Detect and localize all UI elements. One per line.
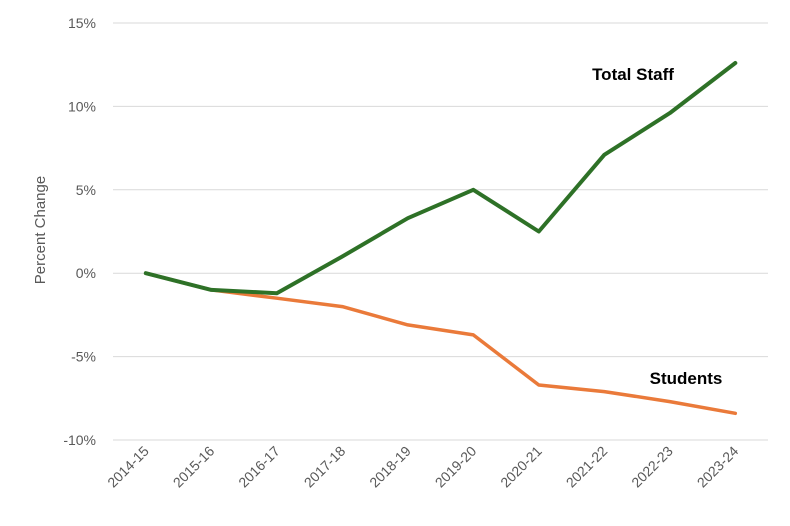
- y-tick-label: -5%: [71, 349, 96, 365]
- x-tick-label: 2022-23: [628, 443, 676, 491]
- x-axis-tick-labels: 2014-15 2015-16 2016-17 2017-18 2018-19 2019-…: [104, 443, 741, 491]
- x-tick-label: 2018-19: [366, 443, 414, 491]
- y-tick-label: 10%: [68, 98, 96, 114]
- y-axis-tick-labels: 15% 10% 5% 0% -5% -10%: [63, 15, 96, 448]
- x-tick-label: 2017-18: [301, 443, 349, 491]
- x-tick-label: 2019-20: [432, 443, 480, 491]
- series-lines: [143, 61, 738, 416]
- x-tick-label: 2020-21: [497, 443, 545, 491]
- x-tick-label: 2023-24: [694, 443, 742, 491]
- series-line-total-staff: [143, 61, 738, 296]
- series-label-total-staff: Total Staff: [592, 65, 674, 84]
- gridlines: [113, 22, 768, 441]
- x-tick-label: 2014-15: [104, 443, 152, 491]
- y-tick-label: -10%: [63, 432, 96, 448]
- x-tick-label: 2021-22: [563, 443, 611, 491]
- series-label-students: Students: [650, 369, 723, 388]
- y-axis-title: Percent Change: [32, 176, 49, 284]
- x-tick-label: 2016-17: [235, 443, 283, 491]
- y-tick-label: 5%: [76, 182, 96, 198]
- y-tick-label: 15%: [68, 15, 96, 31]
- series-line-students: [144, 271, 738, 416]
- y-tick-label: 0%: [76, 265, 96, 281]
- x-tick-label: 2015-16: [170, 443, 218, 491]
